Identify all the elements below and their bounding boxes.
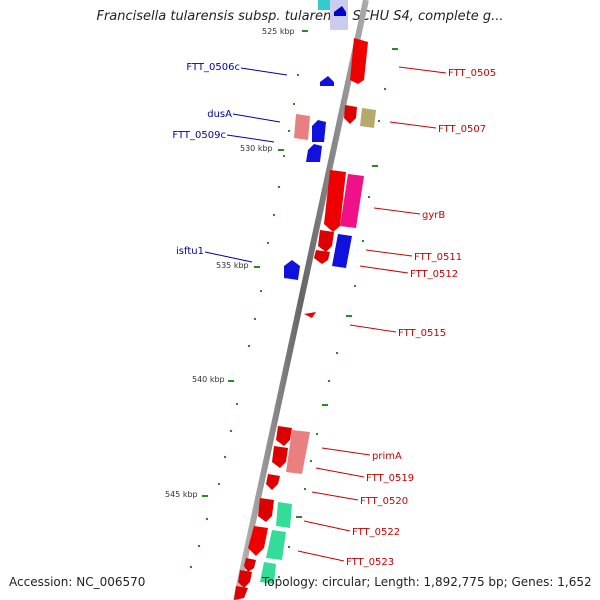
gene-gyrb-red: [324, 170, 346, 232]
gene-bottom-green: [260, 562, 276, 584]
label-ftt-0506c: FTT_0506c: [186, 62, 240, 73]
gene-ftt-0507-red: [344, 105, 357, 124]
gene-bottom-a: [238, 570, 252, 588]
gene-ftt-0515: [304, 312, 316, 318]
scale-label-525: 525 kbp: [262, 27, 295, 36]
gene-ftt-0509c-b: [306, 144, 322, 162]
gene-dusa: [294, 114, 310, 140]
label-ftt-0520: FTT_0520: [360, 496, 408, 507]
label-ftt-0519: FTT_0519: [366, 473, 414, 484]
genome-backbone: [233, 0, 369, 600]
gene-ftt-0511: [318, 230, 334, 252]
scale-ticks: [202, 30, 308, 497]
gene-bottom-b: [234, 586, 248, 600]
map-title: Francisella tularensis subsp. tularensis…: [96, 9, 504, 24]
gene-ftt-0523-red: [248, 526, 268, 556]
gene-ftt-0523-green: [266, 530, 286, 560]
gene-prima-red: [276, 426, 292, 446]
gene-block-cyan: [318, 0, 330, 10]
gene-ftt-0511-b: [314, 250, 330, 264]
gene-gyrb-magenta: [340, 174, 364, 228]
gene-ftt-0512: [332, 234, 352, 268]
gene-ftt-0519: [266, 474, 280, 490]
labels-reverse: FTT_0506c dusA FTT_0509c isftu1: [172, 62, 240, 257]
leader-lines: [204, 66, 447, 562]
gene-ftt-0522-green: [276, 502, 292, 528]
label-ftt-0512: FTT_0512: [410, 269, 458, 280]
dotted-ring-right: [278, 48, 398, 578]
gene-ftt-0523-small: [244, 558, 256, 572]
label-prima: primA: [372, 451, 402, 462]
labels-forward: FTT_0505 FTT_0507 gyrB FTT_0511 FTT_0512…: [346, 68, 496, 568]
gene-ftt-0507-olive: [360, 108, 376, 128]
scale-label-535: 535 kbp: [216, 261, 249, 270]
label-ftt-0515: FTT_0515: [398, 328, 446, 339]
label-ftt-0522: FTT_0522: [352, 527, 400, 538]
label-ftt-0509c: FTT_0509c: [172, 130, 226, 141]
gene-ftt-0506c: [320, 76, 334, 86]
gene-ftt-0505: [350, 38, 368, 84]
label-ftt-0523: FTT_0523: [346, 557, 394, 568]
gene-prima-pink: [286, 430, 310, 474]
scale-label-540: 540 kbp: [192, 375, 225, 384]
gene-isftu1: [284, 260, 300, 280]
label-dusa: dusA: [207, 109, 232, 120]
label-ftt-0507: FTT_0507: [438, 124, 486, 135]
label-ftt-0505: FTT_0505: [448, 68, 496, 79]
label-ftt-0511: FTT_0511: [414, 252, 462, 263]
label-gyrb: gyrB: [422, 210, 445, 221]
gene-ftt-0509c: [312, 120, 326, 142]
accession-text: Accession: NC_006570: [9, 575, 146, 589]
scale-labels: 525 kbp 530 kbp 535 kbp 540 kbp 545 kbp: [165, 27, 295, 499]
gene-features: [234, 0, 376, 600]
dotted-ring-left: [190, 74, 299, 568]
scale-label-530: 530 kbp: [240, 144, 273, 153]
scale-label-545: 545 kbp: [165, 490, 198, 499]
gene-ftt-0520: [258, 498, 274, 522]
gene-arrow-blue-top: [334, 6, 346, 16]
label-isftu1: isftu1: [176, 246, 204, 257]
topology-text: Topology: circular; Length: 1,892,775 bp…: [262, 575, 592, 589]
gene-prima-red-b: [272, 446, 288, 468]
